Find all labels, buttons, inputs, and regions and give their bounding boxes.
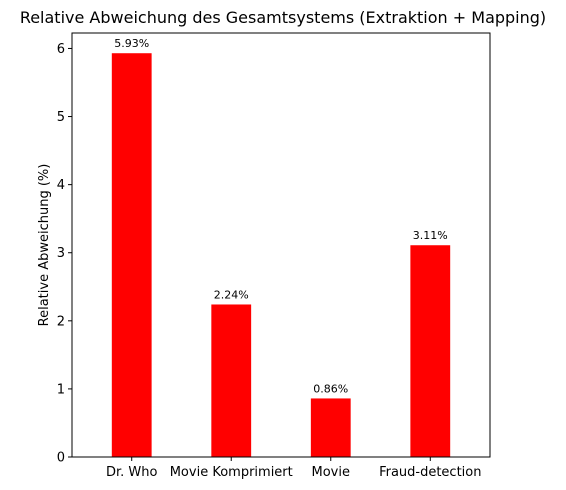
y-tick-label: 2 [57,314,65,329]
y-tick-label: 5 [57,110,65,125]
plot-area: 0 1 2 3 4 5 6 5.93% Dr. Who 2.24% Movie Komprimier… [57,37,482,480]
bar [211,304,252,457]
plot-frame [71,32,491,458]
y-tick-label: 0 [57,451,65,466]
y-tick-label: 1 [57,382,65,397]
x-tick-label: Movie [312,465,350,480]
bar-value-label: 3.11% [413,229,448,242]
x-tick-label: Dr. Who [106,465,158,480]
bar [410,245,451,457]
bar [310,398,351,457]
y-tick-label: 3 [57,246,65,261]
chart-title: Relative Abweichung des Gesamtsystems (E… [20,8,546,27]
x-tick-label: Movie Komprimiert [170,465,293,480]
y-tick-label: 6 [57,42,65,57]
bar-value-label: 2.24% [214,288,249,301]
y-tick-label: 4 [57,178,65,193]
x-tick-label: Fraud-detection [379,465,481,480]
bar-value-label: 5.93% [114,37,149,50]
y-axis-label: Relative Abweichung (%) [37,164,52,327]
bar-value-label: 0.86% [313,382,348,395]
bar [111,53,152,457]
